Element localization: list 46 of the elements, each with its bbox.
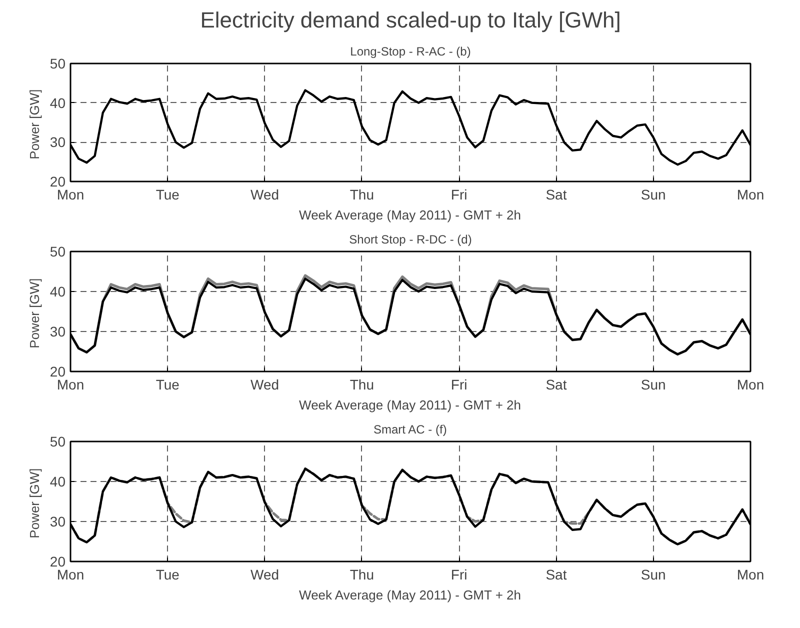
x-tick-label: Thu xyxy=(350,186,374,202)
x-tick-label: Sat xyxy=(546,186,567,202)
x-tick-label: Fri xyxy=(450,376,468,392)
x-tick-label: Mon xyxy=(56,566,84,582)
chart-title: Electricity demand scaled-up to Italy [GWh] xyxy=(200,8,621,32)
chart-title: Short Stop - R-DC - (d) xyxy=(349,232,472,246)
y-tick-label: 20 xyxy=(50,554,66,570)
y-tick-label: 30 xyxy=(50,324,66,340)
x-tick-label: Sat xyxy=(546,566,567,582)
y-tick-label: 50 xyxy=(50,434,66,450)
y-axis-title: Power [GW] xyxy=(26,468,42,538)
x-tick-label: Sat xyxy=(546,376,567,392)
x-tick-label: Fri xyxy=(450,186,468,202)
x-tick-label: Mon xyxy=(736,566,764,582)
y-axis-title: Power [GW] xyxy=(26,89,42,160)
x-tick-label: Tue xyxy=(156,566,180,582)
x-tick-label: Mon xyxy=(56,376,84,392)
y-tick-label: 40 xyxy=(50,284,66,300)
x-tick-label: Sun xyxy=(640,376,666,392)
x-tick-label: Wed xyxy=(250,186,280,202)
chart-subtitle: Long-Stop - R-AC - (b) xyxy=(350,44,471,58)
x-axis-title: Week Average (May 2011) - GMT + 2h xyxy=(299,588,522,602)
x-tick-label: Tue xyxy=(156,186,180,202)
y-tick-label: 20 xyxy=(50,174,66,190)
x-tick-label: Mon xyxy=(736,186,764,202)
x-axis-title: Week Average (May 2011) - GMT + 2h xyxy=(299,398,522,412)
x-axis-title: Week Average (May 2011) - GMT + 2h xyxy=(299,208,522,222)
x-tick-label: Thu xyxy=(350,376,374,392)
x-tick-label: Tue xyxy=(156,376,180,392)
y-axis-title: Power [GW] xyxy=(26,278,42,348)
x-tick-label: Sun xyxy=(640,186,666,202)
chart-title: Smart AC - (f) xyxy=(374,422,447,436)
x-tick-label: Wed xyxy=(250,376,280,392)
y-tick-label: 20 xyxy=(50,364,66,380)
x-tick-label: Wed xyxy=(250,566,280,582)
y-tick-label: 50 xyxy=(50,244,66,260)
y-tick-label: 30 xyxy=(50,514,66,530)
x-tick-label: Sun xyxy=(640,566,666,582)
y-tick-label: 40 xyxy=(50,474,66,490)
y-tick-label: 50 xyxy=(50,56,66,72)
x-tick-label: Thu xyxy=(350,566,374,582)
x-tick-label: Mon xyxy=(56,186,84,202)
y-tick-label: 40 xyxy=(50,94,66,111)
y-tick-label: 30 xyxy=(50,134,66,150)
x-tick-label: Mon xyxy=(736,376,764,392)
x-tick-label: Fri xyxy=(450,566,468,582)
